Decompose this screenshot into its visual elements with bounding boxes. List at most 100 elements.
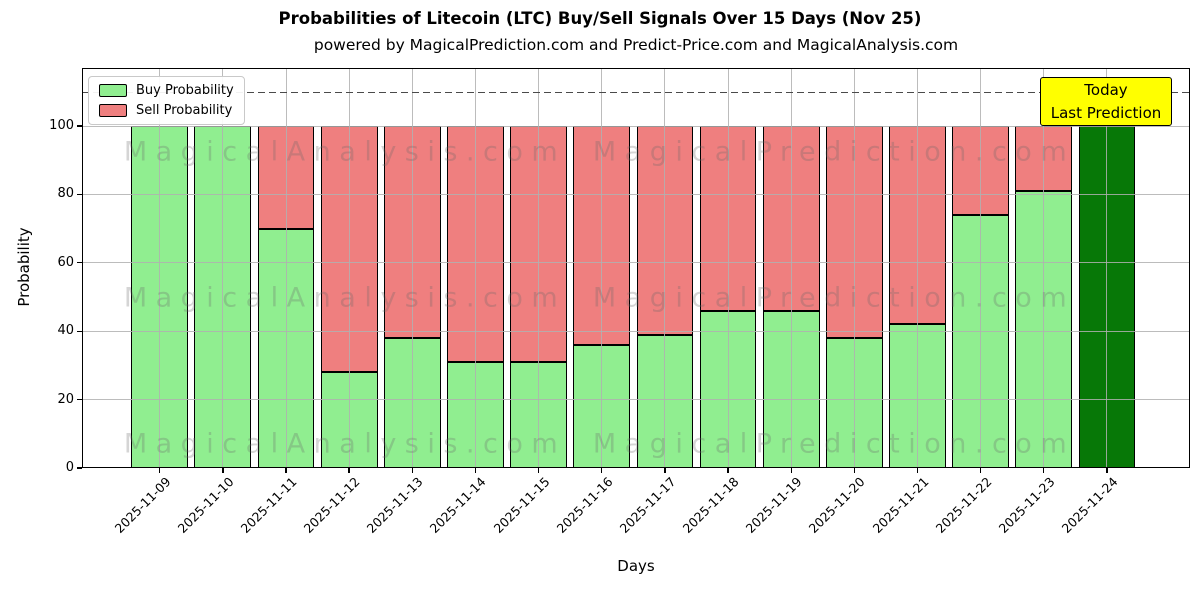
bar-sell-segment	[699, 126, 757, 311]
y-tick-label: 80	[57, 186, 74, 202]
x-tick-label: 2025-11-09	[111, 474, 174, 536]
bar-sell-segment	[257, 126, 315, 229]
legend-label: Buy Probability	[136, 83, 234, 98]
watermark-text: MagicalPrediction.com	[592, 282, 1076, 314]
axes-spines	[82, 68, 1190, 468]
x-tick-mark	[285, 468, 287, 473]
legend-item-buy: Buy Probability	[99, 83, 234, 98]
y-tick-mark	[77, 330, 82, 332]
bar-sell-segment	[320, 126, 378, 373]
watermark-text: MagicalAnalysis.com	[123, 282, 567, 314]
x-tick-label: 2025-11-16	[553, 474, 616, 536]
today-annotation-line2: Last Prediction	[1050, 103, 1162, 122]
bar-today-segment	[1078, 126, 1136, 468]
horizontal-gridline	[82, 399, 1190, 401]
legend-swatch-buy	[99, 84, 127, 97]
x-tick-label: 2025-11-20	[805, 474, 868, 536]
bar-buy-segment	[510, 361, 567, 468]
bar-buy-segment	[320, 372, 378, 468]
x-tick-mark	[1106, 468, 1108, 473]
threshold-dashed-line	[82, 91, 1190, 94]
x-tick-mark	[222, 468, 224, 473]
bar-buy-segment	[131, 126, 189, 468]
horizontal-gridline	[82, 262, 1190, 264]
x-tick-mark	[348, 468, 350, 473]
bar-sell-segment	[952, 126, 1010, 215]
x-tick-label: 2025-11-24	[1058, 474, 1121, 536]
x-tick-mark	[664, 468, 666, 473]
y-tick-label: 40	[57, 323, 74, 339]
vertical-gridline	[727, 68, 729, 468]
vertical-gridline	[222, 68, 224, 468]
horizontal-gridline	[82, 330, 1190, 332]
bar-buy-segment	[699, 310, 757, 468]
bar-buy-segment	[383, 338, 441, 468]
x-tick-mark	[1043, 468, 1045, 473]
y-tick-label: 60	[57, 254, 74, 270]
bar-sell-segment	[447, 126, 504, 362]
bar-sell-segment	[573, 126, 631, 345]
x-tick-mark	[474, 468, 477, 473]
x-tick-label: 2025-11-22	[932, 474, 995, 536]
vertical-gridline	[1106, 68, 1108, 468]
watermark-text: MagicalPrediction.com	[592, 136, 1076, 168]
vertical-gridline	[601, 68, 603, 468]
vertical-gridline	[538, 68, 540, 468]
y-tick-label: 100	[49, 118, 74, 133]
watermark-text: MagicalAnalysis.com	[123, 136, 567, 168]
y-tick-label: 20	[57, 391, 74, 407]
horizontal-gridline	[82, 125, 1190, 127]
bar-buy-segment	[889, 324, 946, 468]
vertical-gridline	[348, 68, 350, 468]
vertical-gridline	[917, 68, 918, 468]
today-annotation-line1: Today	[1084, 81, 1128, 99]
bar-sell-segment	[1015, 126, 1073, 191]
vertical-gridline	[474, 68, 476, 468]
bar-buy-segment	[447, 361, 504, 468]
chart-title: Probabilities of Litecoin (LTC) Buy/Sell…	[278, 9, 922, 28]
x-tick-label: 2025-11-14	[427, 474, 490, 536]
today-annotation-box: Today Last Prediction	[1040, 77, 1172, 126]
plot-area: MagicalAnalysis.com MagicalPrediction.com…	[82, 68, 1190, 468]
x-tick-mark	[979, 468, 982, 473]
y-tick-mark	[77, 467, 82, 469]
bar-sell-segment	[889, 126, 946, 325]
bar-buy-segment	[194, 126, 252, 468]
legend: Buy Probability Sell Probability	[88, 76, 245, 125]
x-tick-mark	[727, 468, 729, 473]
x-tick-mark	[537, 468, 540, 473]
vertical-gridline	[664, 68, 666, 468]
y-axis-label: Probability	[15, 227, 33, 307]
vertical-gridline	[980, 68, 982, 468]
bar-buy-segment	[257, 228, 315, 468]
y-tick-mark	[77, 193, 82, 196]
vertical-gridline	[411, 68, 413, 468]
vertical-gridline	[159, 68, 161, 468]
bar-buy-segment	[952, 214, 1010, 468]
bar-sell-segment	[825, 126, 883, 339]
bars-layer	[82, 68, 1190, 468]
x-tick-mark	[159, 468, 161, 473]
y-tick-mark	[77, 125, 82, 127]
legend-swatch-sell	[99, 104, 127, 117]
grid-layer	[82, 68, 1190, 468]
bar-buy-segment	[1015, 190, 1073, 468]
bar-buy-segment	[825, 338, 883, 468]
x-axis-label: Days	[617, 557, 655, 575]
dash-layer	[82, 68, 1190, 468]
vertical-gridline	[1043, 68, 1045, 468]
vertical-gridline	[853, 68, 855, 468]
vertical-gridline	[285, 68, 287, 468]
legend-label: Sell Probability	[136, 103, 233, 118]
bar-buy-segment	[573, 344, 631, 468]
chart-subtitle: powered by MagicalPrediction.com and Pre…	[313, 36, 959, 54]
x-tick-mark	[601, 468, 603, 473]
legend-item-sell: Sell Probability	[99, 103, 234, 118]
watermark-text: MagicalPrediction.com	[592, 428, 1076, 460]
bar-sell-segment	[510, 126, 567, 362]
x-tick-mark	[916, 468, 919, 473]
y-tick-mark	[77, 262, 82, 264]
horizontal-gridline	[82, 193, 1190, 195]
x-tick-label: 2025-11-15	[490, 474, 553, 536]
